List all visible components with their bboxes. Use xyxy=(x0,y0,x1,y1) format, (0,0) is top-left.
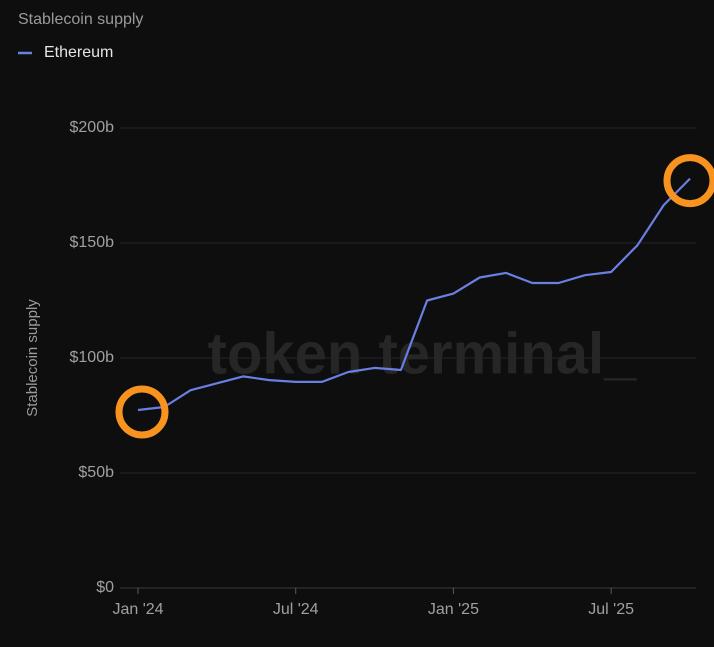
highlight-ring xyxy=(115,385,169,439)
y-tick-label: $50b xyxy=(78,464,114,481)
legend-label[interactable]: Ethereum xyxy=(44,44,113,61)
y-tick-label: $200b xyxy=(70,119,115,136)
highlight-ring xyxy=(663,154,714,208)
x-tick-label: Jul '24 xyxy=(273,601,319,618)
x-tick-label: Jan '25 xyxy=(428,601,479,618)
y-tick-label: $100b xyxy=(70,349,115,366)
chart-title: Stablecoin supply xyxy=(18,11,143,28)
x-tick-label: Jul '25 xyxy=(588,601,634,618)
y-axis-label: Stablecoin supply xyxy=(24,299,41,417)
y-tick-label: $0 xyxy=(96,579,114,596)
x-tick-label: Jan '24 xyxy=(112,601,163,618)
y-tick-label: $150b xyxy=(70,234,115,251)
data-line xyxy=(137,177,691,412)
watermark: token terminal_ xyxy=(208,321,637,386)
